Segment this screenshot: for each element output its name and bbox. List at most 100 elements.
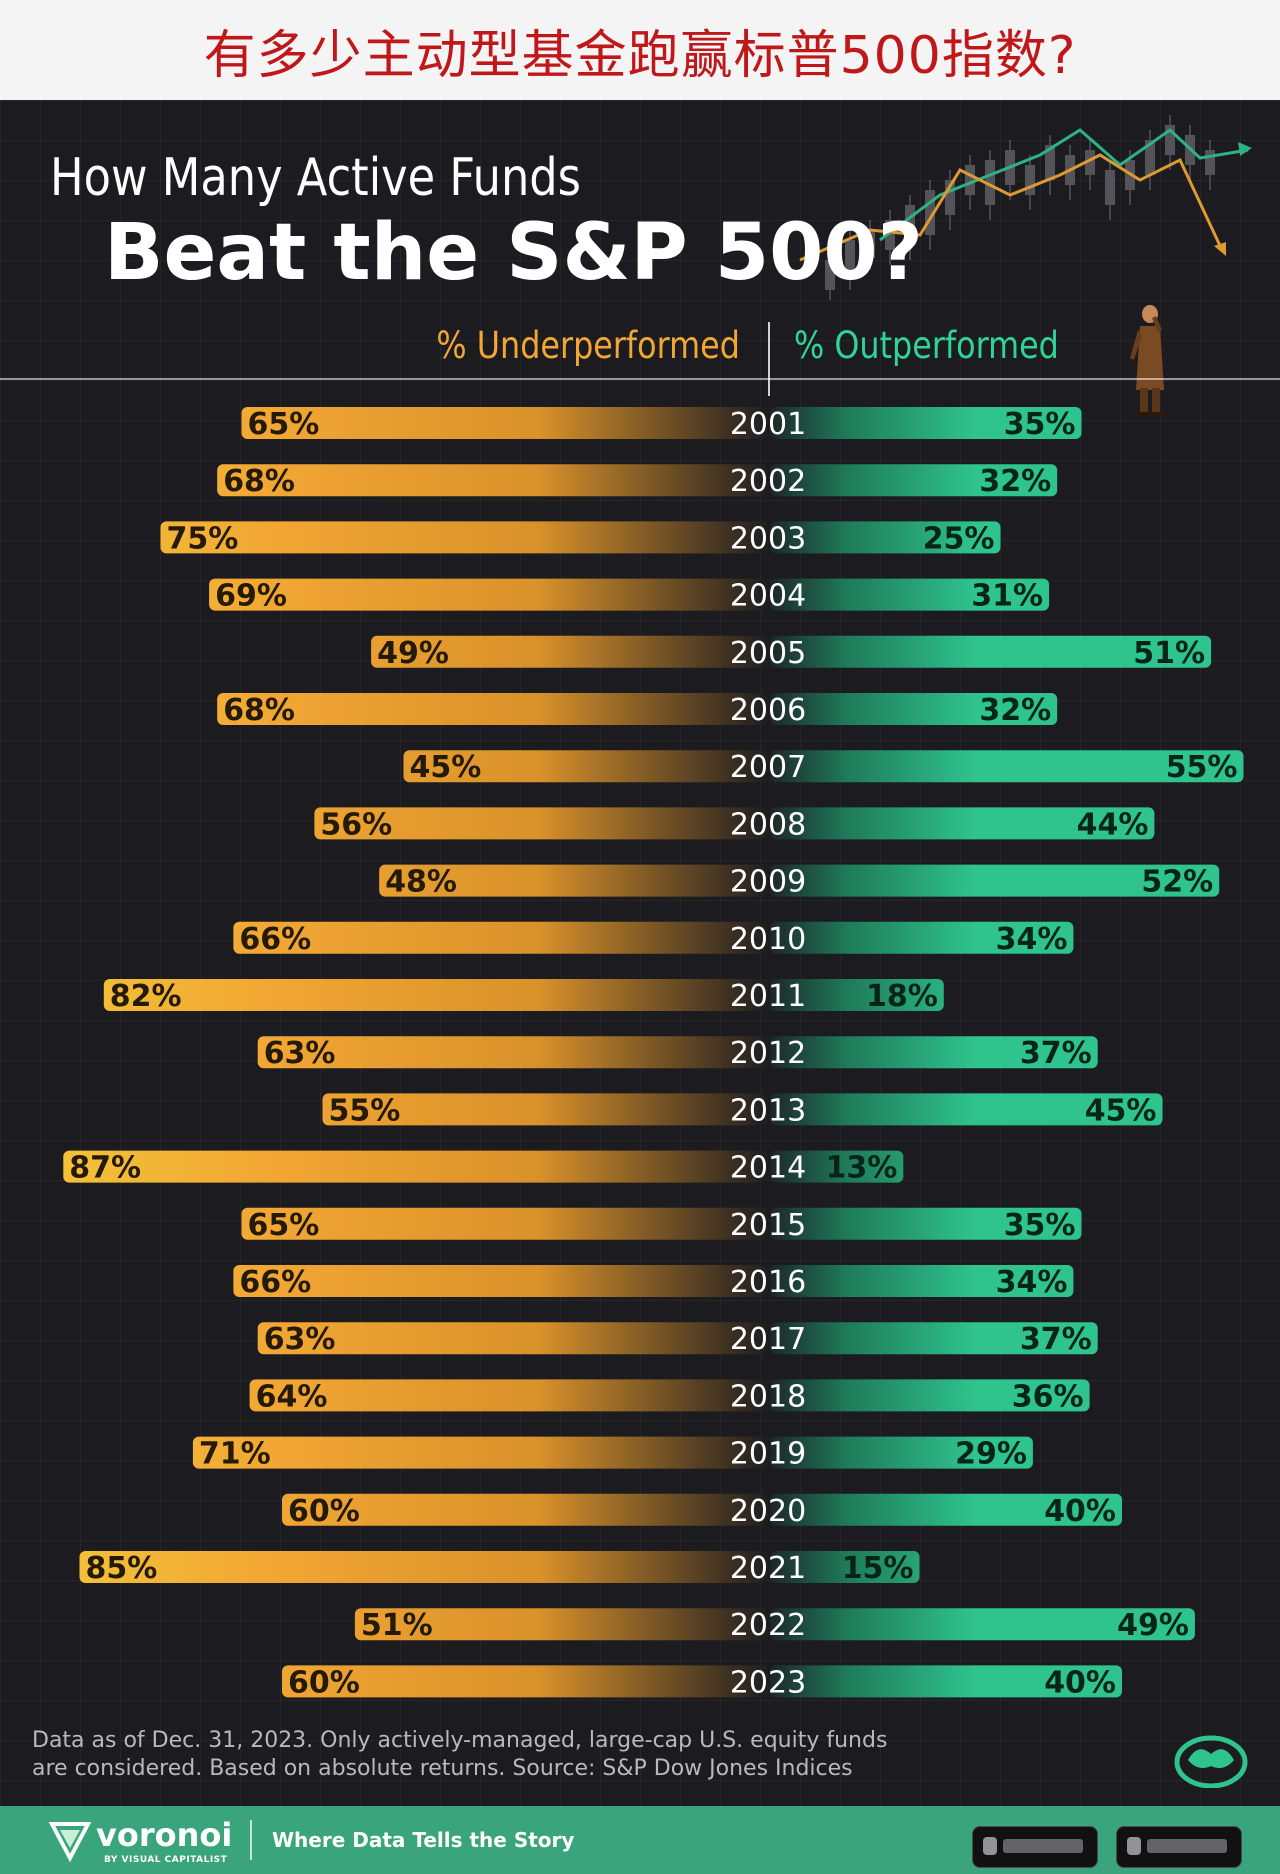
- label-underperformed-2002: 68%: [223, 464, 295, 499]
- footnote-line-1: Data as of Dec. 31, 2023. Only actively-…: [32, 1728, 888, 1753]
- bar-outperformed-2020: [770, 1493, 1122, 1526]
- brand-subtitle: BY VISUAL CAPITALIST: [104, 1855, 228, 1865]
- bar-outperformed-2003: [770, 521, 1001, 554]
- bar-underperformed-2008: [314, 807, 768, 840]
- year-label-2018: 2018: [730, 1379, 806, 1414]
- bar-outperformed-2006: [770, 693, 1058, 725]
- label-outperformed-2021: 15%: [842, 1551, 914, 1586]
- bar-underperformed-2019: [192, 1436, 768, 1469]
- bar-underperformed-2021: [79, 1551, 768, 1583]
- bar-outperformed-2008: [770, 807, 1155, 840]
- bar-underperformed-2009: [379, 864, 768, 897]
- bar-outperformed-2004: [770, 578, 1050, 611]
- bar-outperformed-2015: [770, 1207, 1082, 1240]
- year-label-2020: 2020: [730, 1494, 806, 1529]
- label-underperformed-2007: 45%: [410, 750, 482, 785]
- year-label-2012: 2012: [730, 1036, 806, 1071]
- label-outperformed-2009: 52%: [1141, 865, 1213, 900]
- label-underperformed-2003: 75%: [167, 521, 239, 556]
- label-outperformed-2011: 18%: [866, 979, 938, 1014]
- google-play-icon: [1127, 1837, 1141, 1855]
- bar-outperformed-2014: [770, 1150, 904, 1183]
- label-outperformed-2012: 37%: [1020, 1036, 1092, 1071]
- year-label-2003: 2003: [730, 521, 806, 556]
- label-outperformed-2001: 35%: [1004, 407, 1076, 442]
- bar-underperformed-2015: [241, 1207, 768, 1240]
- label-underperformed-2013: 55%: [329, 1093, 401, 1128]
- bar-outperformed-2016: [770, 1265, 1074, 1297]
- businessman-icon: [1130, 305, 1166, 416]
- bar-underperformed-2023: [282, 1665, 768, 1698]
- label-outperformed-2003: 25%: [923, 521, 995, 556]
- label-outperformed-2022: 49%: [1117, 1608, 1189, 1643]
- year-label-2009: 2009: [730, 865, 806, 900]
- bar-outperformed-2002: [770, 464, 1058, 497]
- label-outperformed-2016: 34%: [996, 1265, 1068, 1300]
- year-label-2022: 2022: [730, 1608, 806, 1643]
- label-outperformed-2015: 35%: [1004, 1208, 1076, 1243]
- bar-outperformed-2011: [770, 979, 944, 1011]
- bar-outperformed-2010: [770, 921, 1074, 954]
- label-outperformed-2017: 37%: [1020, 1322, 1092, 1357]
- bar-underperformed-2005: [371, 635, 768, 668]
- year-label-2005: 2005: [730, 636, 806, 671]
- footnote-line-2: are considered. Based on absolute return…: [32, 1756, 853, 1781]
- label-underperformed-2009: 48%: [385, 865, 457, 900]
- label-underperformed-2022: 51%: [361, 1608, 433, 1643]
- year-label-2007: 2007: [730, 750, 806, 785]
- bar-underperformed-2013: [322, 1093, 768, 1126]
- label-underperformed-2015: 65%: [248, 1208, 320, 1243]
- label-underperformed-2010: 66%: [239, 922, 311, 957]
- bar-underperformed-2014: [63, 1150, 769, 1183]
- footer: voronoi BY VISUAL CAPITALIST Where Data …: [0, 1806, 1280, 1874]
- banner: 有多少主动型基金跑赢标普500指数?: [0, 0, 1280, 100]
- label-underperformed-2005: 49%: [377, 636, 449, 671]
- google-play-button[interactable]: [1116, 1826, 1242, 1868]
- label-underperformed-2011: 82%: [110, 979, 182, 1014]
- label-outperformed-2020: 40%: [1044, 1494, 1116, 1529]
- label-outperformed-2018: 36%: [1012, 1379, 1084, 1414]
- bar-underperformed-2018: [249, 1379, 769, 1412]
- year-label-2016: 2016: [730, 1265, 806, 1300]
- year-label-2010: 2010: [730, 922, 806, 957]
- bar-outperformed-2012: [770, 1036, 1098, 1069]
- year-label-2008: 2008: [730, 807, 806, 842]
- bar-outperformed-2001: [770, 407, 1082, 439]
- title-line-2: Beat the S&P 500?: [104, 208, 923, 298]
- label-underperformed-2021: 85%: [86, 1551, 158, 1586]
- label-outperformed-2005: 51%: [1133, 636, 1205, 671]
- bar-underperformed-2006: [217, 693, 768, 725]
- year-label-2017: 2017: [730, 1322, 806, 1357]
- bar-outperformed-2019: [770, 1436, 1033, 1469]
- year-label-2023: 2023: [730, 1665, 806, 1700]
- bar-underperformed-2010: [233, 921, 768, 954]
- bar-underperformed-2001: [241, 407, 768, 439]
- bar-underperformed-2020: [282, 1493, 768, 1526]
- bar-outperformed-2007: [770, 750, 1244, 783]
- legend-underperformed: % Underperformed: [436, 324, 740, 367]
- label-underperformed-2004: 69%: [215, 579, 287, 614]
- bar-underperformed-2003: [160, 521, 768, 554]
- bar-outperformed-2023: [770, 1665, 1122, 1698]
- apple-icon: [983, 1837, 997, 1855]
- chart: 65% 35% 2001 68% 32% 2002 75% 25% 2003 69% 31% 2004…: [63, 115, 1252, 1700]
- label-outperformed-2007: 55%: [1166, 750, 1238, 785]
- header-rule: [0, 378, 1280, 380]
- year-label-2014: 2014: [730, 1151, 806, 1186]
- label-outperformed-2023: 40%: [1044, 1665, 1116, 1700]
- label-underperformed-2019: 71%: [199, 1437, 271, 1472]
- brand-name: voronoi: [96, 1816, 233, 1854]
- label-outperformed-2002: 32%: [979, 464, 1051, 499]
- year-label-2019: 2019: [730, 1437, 806, 1472]
- label-outperformed-2013: 45%: [1085, 1093, 1157, 1128]
- legend-outperformed: % Outperformed: [794, 324, 1059, 367]
- label-underperformed-2012: 63%: [264, 1036, 336, 1071]
- app-store-button[interactable]: [972, 1826, 1098, 1868]
- year-label-2004: 2004: [730, 579, 806, 614]
- bar-underperformed-2022: [354, 1608, 768, 1641]
- label-underperformed-2016: 66%: [239, 1265, 311, 1300]
- label-outperformed-2008: 44%: [1077, 807, 1149, 842]
- bars: 65% 35% 2001 68% 32% 2002 75% 25% 2003 69% 31% 2004…: [63, 407, 1244, 1700]
- app-store-label: [1003, 1839, 1083, 1853]
- bar-outperformed-2009: [770, 864, 1220, 897]
